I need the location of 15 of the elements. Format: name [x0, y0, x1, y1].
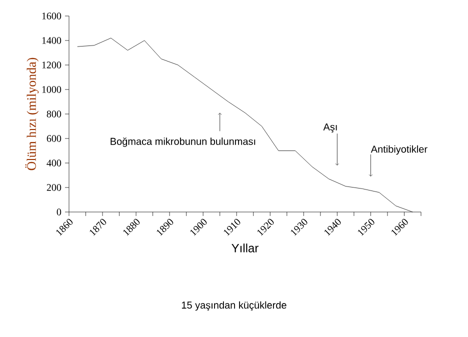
y-tick-label: 200	[46, 184, 62, 191]
y-tick-label: 1600	[42, 12, 62, 20]
y-tick-label: 1000	[42, 86, 62, 93]
y-tick-label: 1200	[42, 62, 62, 68]
y-tick-label: 1400	[42, 37, 62, 44]
y-tick-label: 0	[56, 208, 62, 216]
x-axis-title: Yıllar	[232, 244, 258, 252]
annotation: Antibiyotikler	[370, 145, 428, 155]
y-tick-label: 600	[46, 135, 62, 142]
y-tick-label: 400	[46, 160, 62, 166]
y-axis-title: Ölüm hızı (milyonda)	[25, 58, 39, 170]
annotation: Aşı	[323, 123, 337, 132]
annotation: Boğmaca mikrobunun bulunması	[110, 137, 256, 147]
y-tick-label: 800	[46, 110, 62, 118]
text: 15 yaşından küçüklerde	[182, 301, 286, 311]
